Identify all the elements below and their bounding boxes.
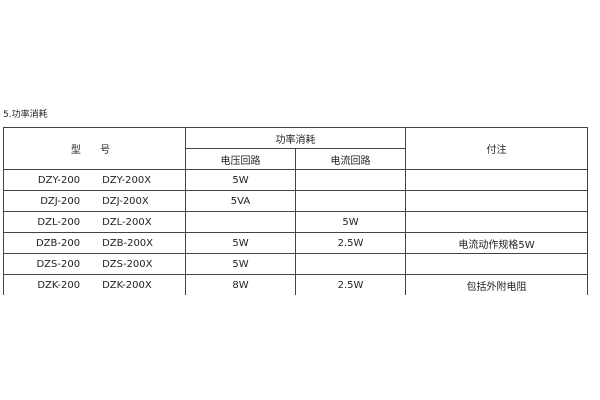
- model-cell: DZK-200 DZK-200X: [3, 274, 186, 295]
- model-a: DZJ-200: [40, 195, 81, 207]
- header-current: 电流回路: [295, 148, 406, 170]
- current-cell: [295, 169, 406, 191]
- header-model: 型 号: [3, 127, 186, 170]
- voltage-cell: 8W: [185, 274, 296, 295]
- model-cell: DZY-200 DZY-200X: [3, 169, 186, 191]
- note-cell: [405, 211, 588, 233]
- model-b: DZL-200X: [102, 216, 152, 228]
- model-cell: DZJ-200 DZJ-200X: [3, 190, 186, 212]
- model-a: DZB-200: [35, 237, 81, 249]
- current-cell: 2.5W: [295, 274, 406, 295]
- model-a: DZK-200: [37, 279, 81, 291]
- section-title: 5.功率消耗: [3, 110, 48, 120]
- header-power: 功率消耗: [185, 127, 406, 149]
- voltage-cell: 5W: [185, 232, 296, 254]
- model-cell: DZL-200 DZL-200X: [3, 211, 186, 233]
- current-cell: 2.5W: [295, 232, 406, 254]
- header-row-2: 电压回路 电流回路: [4, 148, 588, 170]
- header-voltage: 电压回路: [185, 148, 296, 170]
- model-cell: DZB-200 DZB-200X: [3, 232, 186, 254]
- voltage-cell: 5VA: [185, 190, 296, 212]
- model-a: DZS-200: [36, 258, 81, 270]
- table-row: DZB-200 DZB-200X 5W 2.5W 电流动作规格5W: [3, 232, 588, 254]
- voltage-cell: 5W: [185, 169, 296, 191]
- current-cell: [295, 253, 406, 275]
- model-b: DZJ-200X: [102, 195, 149, 207]
- header-note: 付注: [405, 127, 588, 170]
- note-cell: 电流动作规格5W: [405, 232, 588, 254]
- voltage-cell: 5W: [185, 253, 296, 275]
- header-row-1: 型 号 功率消耗 付注: [3, 127, 588, 170]
- table-row: DZL-200 DZL-200X 5W: [3, 211, 588, 233]
- note-cell: [405, 169, 588, 191]
- model-b: DZB-200X: [102, 237, 154, 249]
- model-b: DZY-200X: [102, 174, 152, 186]
- voltage-cell: [185, 211, 296, 233]
- table-row: DZS-200 DZS-200X 5W: [3, 253, 588, 275]
- note-cell: [405, 253, 588, 275]
- table-row: DZK-200 DZK-200X 8W 2.5W 包括外附电阻: [3, 274, 588, 295]
- model-b: DZK-200X: [102, 279, 152, 291]
- model-cell: DZS-200 DZS-200X: [3, 253, 186, 275]
- note-cell: [405, 190, 588, 212]
- current-cell: [295, 190, 406, 212]
- table-row: DZJ-200 DZJ-200X 5VA: [3, 190, 588, 212]
- model-a: DZY-200: [37, 174, 81, 186]
- table-row: DZY-200 DZY-200X 5W: [3, 169, 588, 191]
- model-b: DZS-200X: [102, 258, 153, 270]
- power-consumption-table: 型 号 功率消耗 付注 电压回路 电流回路 DZY-200 DZY-200X 5W…: [3, 127, 588, 295]
- note-cell: 包括外附电阻: [405, 274, 588, 295]
- current-cell: 5W: [295, 211, 406, 233]
- model-a: DZL-200: [37, 216, 81, 228]
